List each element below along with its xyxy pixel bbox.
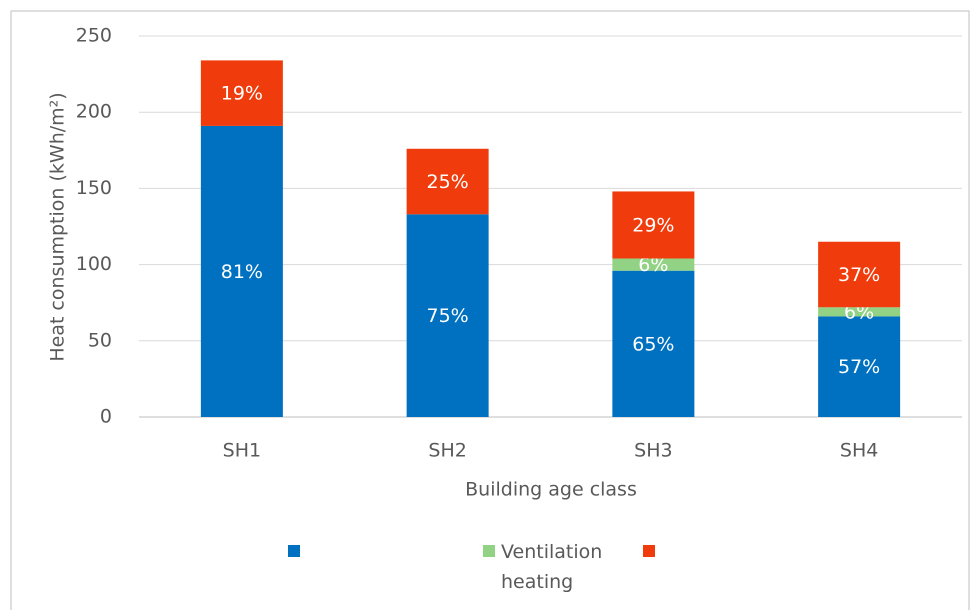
- segment-label: 6%: [638, 254, 668, 276]
- x-tick-label: SH3: [634, 440, 672, 462]
- y-tick-label: 250: [76, 25, 112, 47]
- segment-label: 57%: [838, 356, 880, 378]
- y-tick-label: 0: [100, 406, 112, 428]
- x-tick-label: SH2: [428, 440, 466, 462]
- x-tick-label: SH1: [223, 440, 261, 462]
- legend-label: Ventilation heating: [501, 541, 602, 593]
- segment-label: 19%: [221, 83, 263, 105]
- bar-segment: [612, 270, 695, 417]
- x-axis-title: Building age class: [465, 479, 637, 501]
- segment-label: 37%: [838, 264, 880, 286]
- x-tick-label: SH4: [840, 440, 878, 462]
- bar-segment: [612, 191, 695, 259]
- y-tick-label: 50: [88, 329, 112, 351]
- bar-segment: [406, 148, 489, 215]
- legend-swatch: [483, 545, 495, 557]
- bar-segment: [200, 125, 283, 417]
- bar-segment: [818, 307, 901, 317]
- segment-label: 29%: [632, 214, 674, 236]
- y-axis-title: Heat consumption (kWh/m²): [47, 92, 69, 361]
- bar-segment: [818, 316, 901, 417]
- y-tick-label: 150: [76, 177, 112, 199]
- y-tick-label: 200: [76, 101, 112, 123]
- legend-swatch: [643, 545, 655, 557]
- legend-swatch: [288, 545, 300, 557]
- segment-label: 25%: [427, 171, 469, 193]
- segment-label: 75%: [427, 305, 469, 327]
- bar-segment: [200, 60, 283, 126]
- segment-label: 81%: [221, 261, 263, 283]
- bar-segment: [818, 241, 901, 308]
- bar-segment: [406, 214, 489, 417]
- bar-segment: [612, 258, 695, 271]
- y-tick-label: 100: [76, 253, 112, 275]
- segment-label: 65%: [632, 333, 674, 355]
- chart-border: [10, 10, 970, 610]
